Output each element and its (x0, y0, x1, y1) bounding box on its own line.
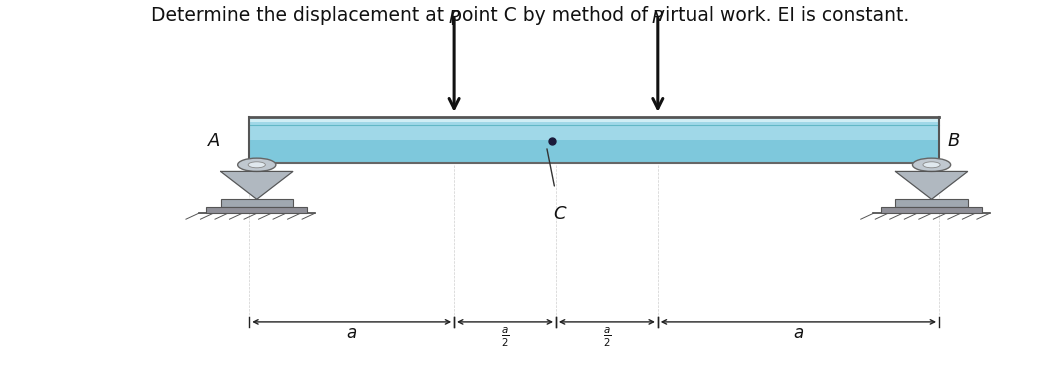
Text: $\frac{a}{2}$: $\frac{a}{2}$ (603, 326, 611, 349)
Bar (249, 117, 939, 118)
Bar (221, 199, 293, 207)
Text: $\frac{a}{2}$: $\frac{a}{2}$ (501, 326, 509, 349)
Text: Determine the displacement at point C by method of virtual work. EI is constant.: Determine the displacement at point C by… (152, 6, 909, 24)
Text: $P$: $P$ (651, 9, 664, 27)
Text: $C$: $C$ (553, 205, 568, 223)
Text: $B$: $B$ (947, 132, 960, 149)
Bar (249, 117, 939, 139)
Text: $a$: $a$ (793, 324, 804, 342)
Text: $P$: $P$ (448, 9, 460, 27)
Circle shape (238, 158, 276, 171)
Bar (249, 117, 939, 163)
Bar (881, 207, 982, 213)
Bar (249, 117, 939, 122)
Circle shape (248, 162, 265, 168)
Polygon shape (221, 171, 293, 199)
Text: $a$: $a$ (346, 324, 358, 342)
Bar (895, 199, 968, 207)
Circle shape (912, 158, 951, 171)
Polygon shape (895, 171, 968, 199)
Circle shape (923, 162, 940, 168)
Bar (206, 207, 308, 213)
Text: $A$: $A$ (207, 132, 221, 149)
